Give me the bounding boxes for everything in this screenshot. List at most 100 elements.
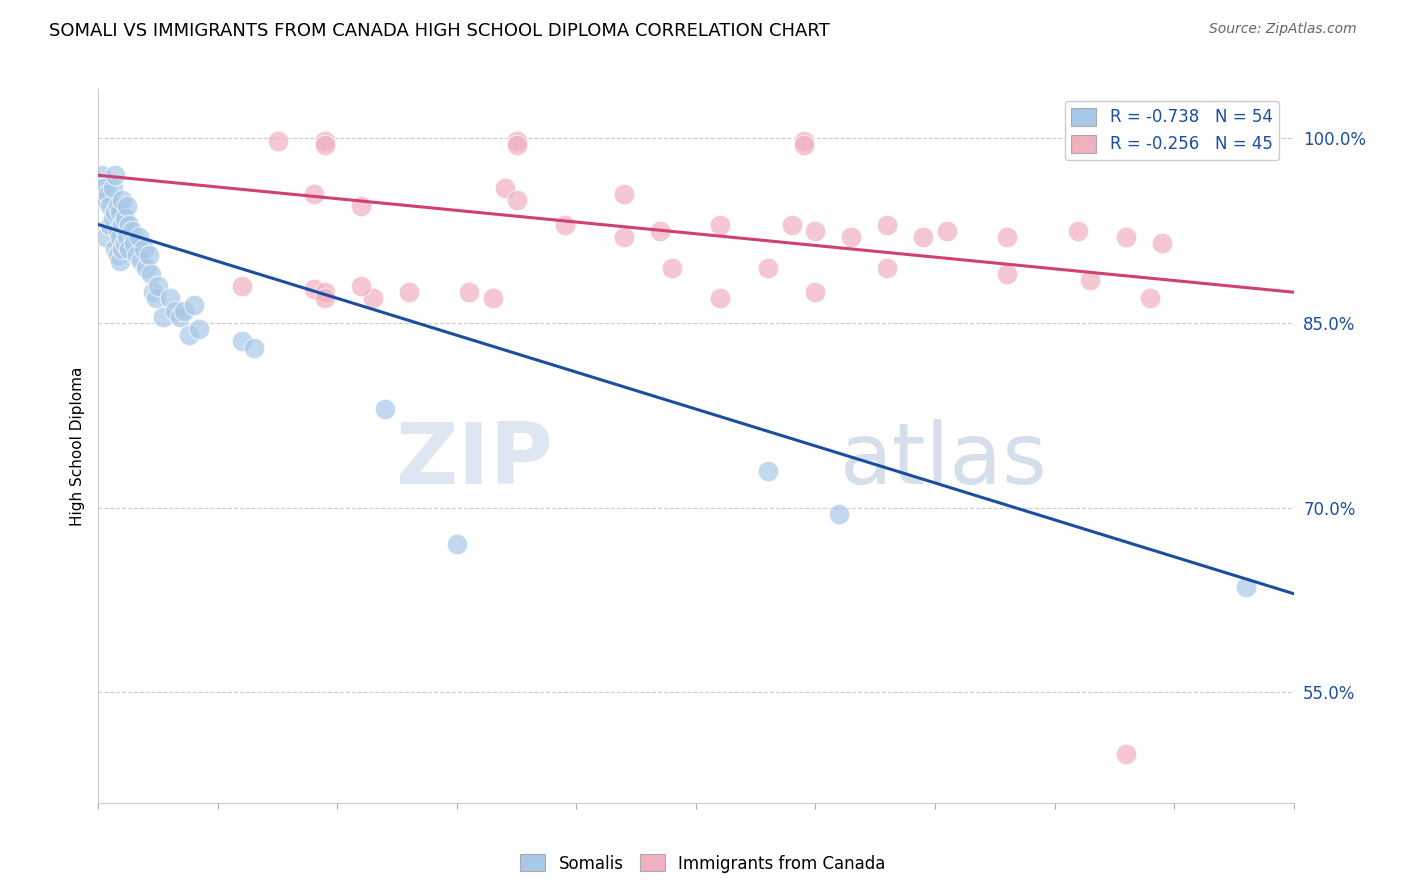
Point: [506, 134, 529, 148]
Point: [458, 285, 481, 300]
Point: [648, 224, 672, 238]
Point: [1115, 747, 1137, 761]
Point: [132, 242, 155, 256]
Point: [94, 230, 117, 244]
Point: [107, 199, 129, 213]
Point: [481, 291, 505, 305]
Point: [169, 310, 191, 324]
Point: [108, 230, 131, 244]
Point: [243, 341, 266, 355]
Point: [828, 507, 851, 521]
Point: [804, 285, 827, 300]
Point: [374, 402, 396, 417]
Point: [876, 260, 898, 275]
Point: [118, 242, 141, 256]
Text: Source: ZipAtlas.com: Source: ZipAtlas.com: [1209, 22, 1357, 37]
Point: [90, 169, 112, 183]
Point: [1080, 273, 1102, 287]
Point: [1115, 230, 1137, 244]
Point: [138, 248, 160, 262]
Point: [876, 218, 898, 232]
Point: [114, 211, 136, 226]
Point: [804, 224, 827, 238]
Point: [163, 303, 186, 318]
Legend: R = -0.738   N = 54, R = -0.256   N = 45: R = -0.738 N = 54, R = -0.256 N = 45: [1064, 101, 1279, 160]
Point: [97, 186, 120, 201]
Point: [128, 230, 150, 244]
Point: [124, 235, 146, 250]
Point: [231, 334, 253, 349]
Point: [756, 464, 779, 478]
Point: [613, 186, 636, 201]
Point: [101, 180, 124, 194]
Point: [91, 180, 114, 194]
Point: [554, 218, 576, 232]
Y-axis label: High School Diploma: High School Diploma: [70, 367, 86, 525]
Point: [118, 218, 141, 232]
Point: [506, 137, 529, 152]
Point: [98, 218, 122, 232]
Point: [350, 199, 373, 213]
Point: [108, 254, 131, 268]
Point: [179, 328, 201, 343]
Point: [506, 193, 529, 207]
Point: [709, 291, 731, 305]
Point: [107, 248, 129, 262]
Point: [1234, 581, 1257, 595]
Point: [107, 224, 129, 238]
Point: [315, 285, 337, 300]
Point: [494, 180, 516, 194]
Point: [139, 267, 162, 281]
Point: [793, 134, 815, 148]
Point: [104, 242, 127, 256]
Point: [995, 267, 1018, 281]
Point: [111, 218, 134, 232]
Point: [936, 224, 959, 238]
Point: [995, 230, 1018, 244]
Point: [159, 291, 181, 305]
Point: [115, 230, 138, 244]
Point: [350, 279, 373, 293]
Point: [1198, 134, 1220, 148]
Point: [114, 235, 136, 250]
Point: [121, 224, 143, 238]
Point: [709, 218, 731, 232]
Point: [363, 291, 385, 305]
Point: [131, 254, 153, 268]
Point: [315, 291, 337, 305]
Point: [98, 199, 122, 213]
Point: [1067, 224, 1090, 238]
Point: [125, 248, 148, 262]
Point: [135, 260, 157, 275]
Point: [173, 303, 195, 318]
Point: [911, 230, 934, 244]
Point: [145, 291, 167, 305]
Point: [315, 137, 337, 152]
Point: [1150, 235, 1173, 250]
Point: [111, 193, 134, 207]
Point: [104, 169, 127, 183]
Point: [108, 205, 131, 219]
Point: [231, 279, 253, 293]
Point: [142, 285, 165, 300]
Point: [841, 230, 863, 244]
Point: [661, 260, 683, 275]
Text: SOMALI VS IMMIGRANTS FROM CANADA HIGH SCHOOL DIPLOMA CORRELATION CHART: SOMALI VS IMMIGRANTS FROM CANADA HIGH SC…: [49, 22, 830, 40]
Point: [111, 242, 134, 256]
Point: [115, 199, 138, 213]
Point: [756, 260, 779, 275]
Point: [104, 205, 127, 219]
Text: atlas: atlas: [839, 418, 1047, 502]
Point: [302, 186, 325, 201]
Text: ZIP: ZIP: [395, 418, 553, 502]
Point: [1139, 291, 1161, 305]
Point: [793, 137, 815, 152]
Point: [446, 537, 468, 551]
Point: [315, 134, 337, 148]
Point: [148, 279, 170, 293]
Point: [398, 285, 420, 300]
Point: [267, 134, 290, 148]
Point: [187, 322, 209, 336]
Point: [780, 218, 803, 232]
Legend: Somalis, Immigrants from Canada: Somalis, Immigrants from Canada: [513, 847, 893, 880]
